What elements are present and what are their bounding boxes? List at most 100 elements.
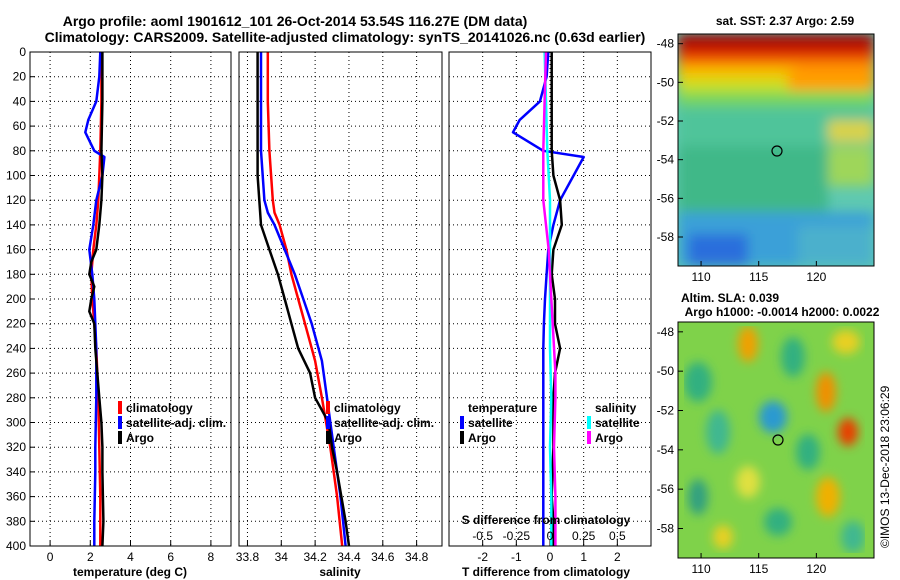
y-tick-label: 0 [19, 45, 26, 59]
legend-swatch-t-argo [460, 431, 464, 444]
top-tick-label: -0.25 [503, 529, 531, 543]
x-tick-label: 34.2 [303, 550, 327, 564]
y-tick-label: 300 [6, 416, 26, 430]
salinity-panel: 33.8 34 34.2 34.4 34.6 34.8 salinity climatol… [236, 52, 442, 579]
y-tick-label: 200 [6, 292, 26, 306]
legend-label-t-argo: Argo [468, 431, 496, 445]
y-tick-label: 20 [13, 70, 27, 84]
sst-map-title: sat. SST: 2.37 Argo: 2.59 [716, 14, 855, 28]
figure: Argo profile: aoml 1901612_101 26-Oct-20… [0, 0, 900, 580]
title-line-1: Argo profile: aoml 1901612_101 26-Oct-20… [63, 13, 528, 29]
temperature-legend: climatology satellite-adj. clim. Argo [118, 401, 226, 445]
map-x-tick-label: 115 [749, 270, 768, 284]
difference-panel: -2 -1 0 1 2 T difference from climatology S … [449, 52, 651, 579]
x-tick-label: 2 [87, 550, 94, 564]
top-tick-label: 0 [547, 529, 554, 543]
top-tick-label: -0.5 [472, 529, 493, 543]
top-tick-label: 0.25 [572, 529, 596, 543]
y-tick-label: 60 [13, 119, 27, 133]
sst-map-panel: sat. SST: 2.37 Argo: 2.59 [657, 14, 874, 284]
sst-map-field [678, 34, 874, 266]
x-tick-label: 6 [167, 550, 174, 564]
map-y-tick-label: -48 [657, 37, 675, 51]
sla-map-title: Altim. SLA: 0.039 [681, 291, 779, 305]
top-tick-label: 0.5 [609, 529, 626, 543]
y-tick-label: 180 [6, 267, 26, 281]
y-tick-label: 120 [6, 193, 26, 207]
y-tick-label: 320 [6, 440, 26, 454]
legend-label-argo: Argo [126, 431, 154, 445]
legend-label-satellite: satellite-adj. clim. [334, 416, 434, 430]
sla-map-panel: Altim. SLA: 0.039 Argo h1000: -0.0014 h2… [657, 291, 880, 576]
map-y-tick-label: -52 [657, 114, 675, 128]
sst-map-image [678, 34, 874, 266]
y-tick-label: 340 [6, 465, 26, 479]
map-y-tick-label: -54 [657, 443, 675, 457]
temperature-xlabel: temperature (deg C) [73, 565, 187, 579]
legend-swatch-s-satellite [587, 416, 591, 429]
legend-swatch-satellite [326, 416, 330, 429]
legend-swatch-argo [326, 431, 330, 444]
difference-top-ticks: -0.5 -0.25 0 0.25 0.5 [472, 529, 626, 543]
map-y-tick-label: -58 [657, 230, 675, 244]
y-tick-label: 240 [6, 341, 26, 355]
map-y-tick-label: -56 [657, 191, 675, 205]
temperature-yticks: 0 20 40 60 80 100 120 140 160 180 200 220 240 260 280 3… [6, 45, 35, 553]
y-tick-label: 100 [6, 169, 26, 183]
map-x-tick-label: 115 [749, 562, 768, 576]
map-x-tick-label: 110 [691, 270, 710, 284]
x-tick-label: 34.6 [371, 550, 395, 564]
x-tick-label: 34 [275, 550, 289, 564]
y-tick-label: 220 [6, 317, 26, 331]
map-y-tick-label: -56 [657, 482, 675, 496]
x-tick-label: -1 [511, 550, 522, 564]
legend-label-satellite: satellite-adj. clim. [126, 416, 226, 430]
sla-map-field [678, 322, 874, 558]
legend-swatch-argo [118, 431, 122, 444]
legend-swatch-s-argo [587, 431, 591, 444]
temperature-grid [30, 52, 231, 546]
legend-label-t-satellite: satellite [468, 416, 513, 430]
x-tick-label: 34.4 [337, 550, 361, 564]
map-y-tick-label: -54 [657, 153, 675, 167]
map-x-tick-label: 110 [691, 562, 710, 576]
y-tick-label: 40 [13, 94, 27, 108]
y-tick-label: 280 [6, 391, 26, 405]
legend-label-s-argo: Argo [595, 431, 623, 445]
temperature-panel: 0204060801001201401601802002202402602803… [6, 45, 231, 579]
temperature-xticks: 0 2 4 6 8 [47, 541, 215, 564]
difference-xticks: -2 -1 0 1 2 [477, 541, 621, 564]
map-x-tick-label: 120 [806, 270, 826, 284]
legend-swatch-climatology [326, 401, 330, 414]
legend-label-argo: Argo [334, 431, 362, 445]
legend-title-salinity: salinity [595, 401, 637, 415]
difference-xlabel: T difference from climatology [462, 565, 630, 579]
y-tick-label: 160 [6, 243, 26, 257]
title-line-2: Climatology: CARS2009. Satellite-adjuste… [45, 29, 646, 45]
map-y-tick-label: -52 [657, 404, 675, 418]
map-y-tick-label: -58 [657, 522, 675, 536]
x-tick-label: 0 [47, 550, 54, 564]
legend-title-temperature: temperature [468, 401, 538, 415]
salinity-xticks: 33.8 34 34.2 34.4 34.6 34.8 [236, 541, 429, 564]
legend-label-climatology: climatology [126, 401, 193, 415]
legend-swatch-satellite [118, 416, 122, 429]
map-y-tick-label: -48 [657, 325, 675, 339]
x-tick-label: 33.8 [236, 550, 260, 564]
x-tick-label: 2 [614, 550, 621, 564]
x-tick-label: 8 [208, 550, 215, 564]
salinity-xlabel: salinity [319, 565, 361, 579]
y-tick-label: 360 [6, 490, 26, 504]
credit-text: ©IMOS 13-Dec-2018 23:06:29 [878, 385, 892, 548]
map-x-tick-label: 120 [806, 562, 826, 576]
map-y-tick-label: -50 [657, 75, 675, 89]
salinity-diff-legend: salinity satellite Argo [587, 401, 640, 445]
legend-label-s-satellite: satellite [595, 416, 640, 430]
y-tick-label: 140 [6, 218, 26, 232]
sla-map-subtitle: Argo h1000: -0.0014 h2000: 0.0022 [685, 305, 880, 319]
legend-swatch-climatology [118, 401, 122, 414]
y-tick-label: 380 [6, 514, 26, 528]
y-tick-label: 260 [6, 366, 26, 380]
y-tick-label: 80 [13, 144, 27, 158]
x-tick-label: 4 [127, 550, 134, 564]
